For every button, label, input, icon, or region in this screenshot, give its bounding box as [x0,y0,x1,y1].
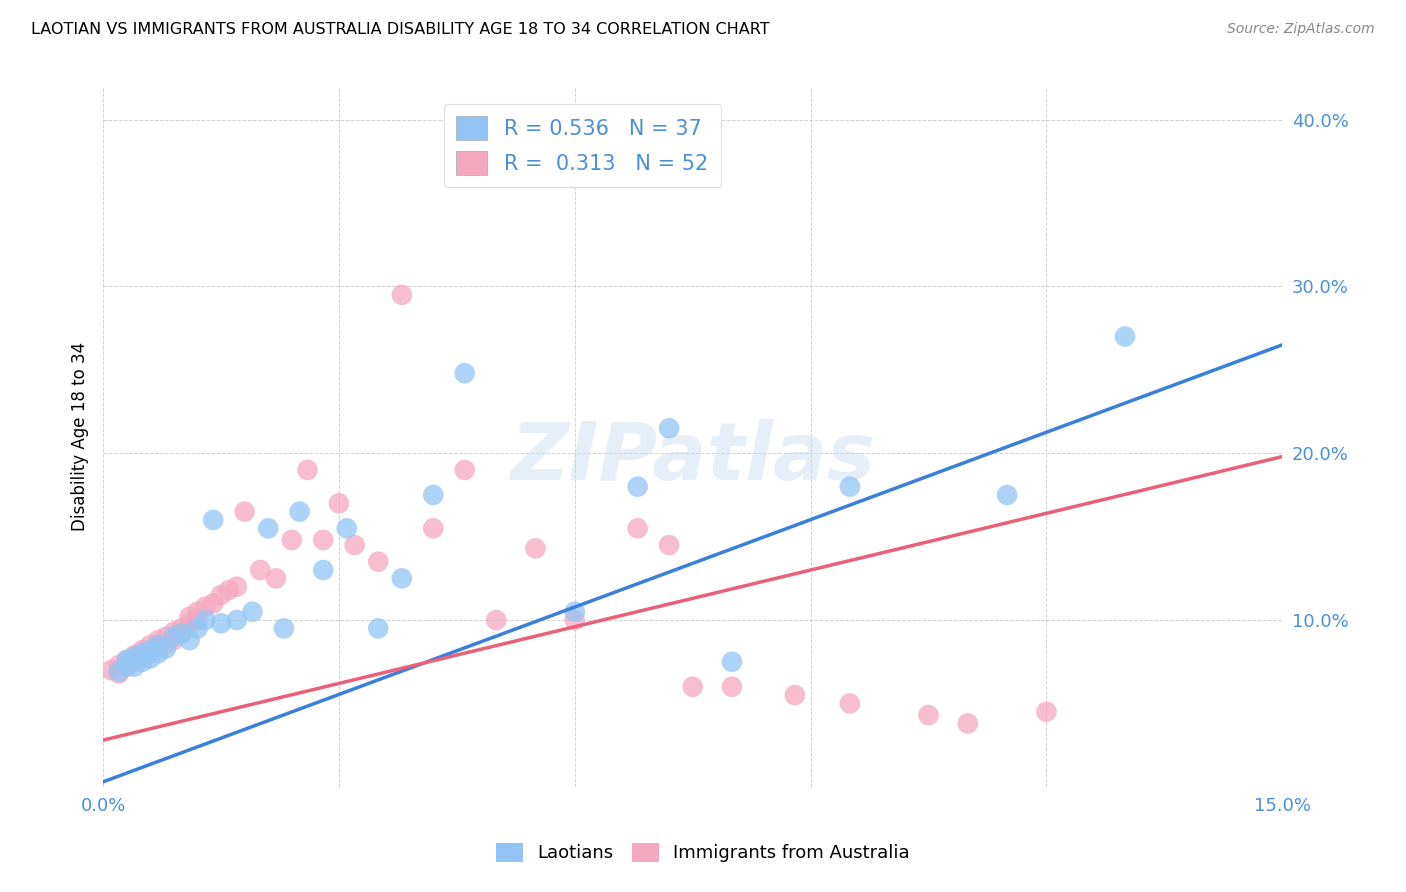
Point [721,655,744,669]
Point [336,521,359,535]
Point [367,555,389,569]
Point [124,655,146,669]
Point [1035,705,1057,719]
Point [312,563,335,577]
Point [131,643,153,657]
Point [454,366,477,380]
Point [564,613,586,627]
Point [170,621,193,635]
Point [209,616,232,631]
Point [108,666,131,681]
Point [179,616,201,631]
Point [115,658,138,673]
Point [225,613,247,627]
Text: ZIPatlas: ZIPatlas [510,418,875,497]
Point [956,716,979,731]
Point [186,605,208,619]
Point [115,653,138,667]
Point [312,533,335,547]
Point [627,480,650,494]
Point [721,680,744,694]
Point [155,641,177,656]
Point [838,697,860,711]
Point [658,538,681,552]
Text: Source: ZipAtlas.com: Source: ZipAtlas.com [1227,22,1375,37]
Point [658,421,681,435]
Point [391,571,413,585]
Point [186,621,208,635]
Point [422,521,444,535]
Point [131,655,153,669]
Point [146,633,169,648]
Point [139,643,162,657]
Point [838,480,860,494]
Point [485,613,508,627]
Legend: R = 0.536   N = 37, R =  0.313   N = 52: R = 0.536 N = 37, R = 0.313 N = 52 [444,103,721,187]
Point [524,541,547,556]
Point [124,659,146,673]
Point [233,505,256,519]
Point [155,630,177,644]
Text: LAOTIAN VS IMMIGRANTS FROM AUSTRALIA DISABILITY AGE 18 TO 34 CORRELATION CHART: LAOTIAN VS IMMIGRANTS FROM AUSTRALIA DIS… [31,22,769,37]
Point [124,648,146,662]
Point [367,621,389,635]
Point [186,613,208,627]
Point [917,708,939,723]
Point [139,651,162,665]
Point [627,521,650,535]
Point [1114,329,1136,343]
Point [146,638,169,652]
Y-axis label: Disability Age 18 to 34: Disability Age 18 to 34 [72,342,89,531]
Point [108,665,131,679]
Point [281,533,304,547]
Point [242,605,264,619]
Point [995,488,1018,502]
Point [139,638,162,652]
Legend: Laotians, Immigrants from Australia: Laotians, Immigrants from Australia [489,836,917,870]
Point [146,641,169,656]
Point [115,653,138,667]
Point [257,521,280,535]
Point [139,647,162,661]
Point [146,647,169,661]
Point [115,659,138,673]
Point [328,496,350,510]
Point [163,633,186,648]
Point [179,633,201,648]
Point [124,649,146,664]
Point [170,626,193,640]
Point [422,488,444,502]
Point [564,605,586,619]
Point [343,538,366,552]
Point [273,621,295,635]
Point [163,624,186,639]
Point [108,658,131,673]
Point [454,463,477,477]
Point [194,599,217,614]
Point [288,505,311,519]
Point [170,626,193,640]
Point [783,688,806,702]
Point [682,680,704,694]
Point [297,463,319,477]
Point [264,571,287,585]
Point [209,588,232,602]
Point [194,613,217,627]
Point [218,582,240,597]
Point [179,609,201,624]
Point [202,513,225,527]
Point [100,663,122,677]
Point [225,580,247,594]
Point [202,596,225,610]
Point [131,647,153,661]
Point [131,649,153,664]
Point [391,288,413,302]
Point [155,636,177,650]
Point [249,563,271,577]
Point [163,630,186,644]
